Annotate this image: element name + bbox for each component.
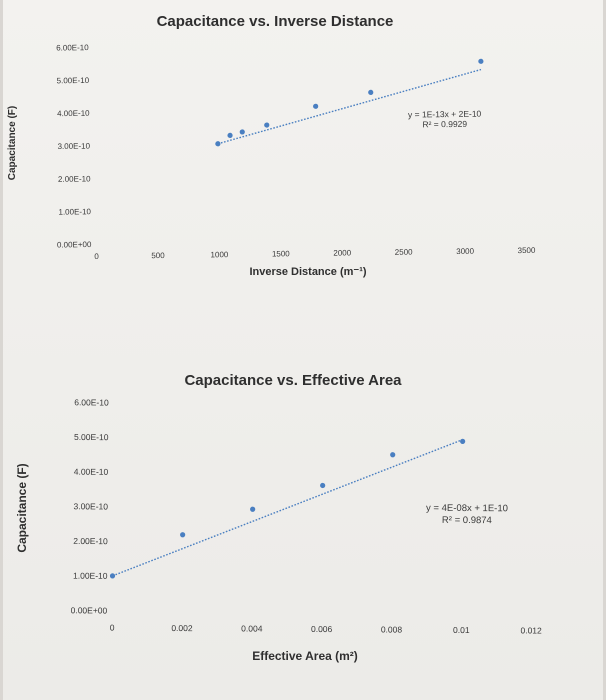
y-tick-label: 4.00E-10	[74, 467, 109, 477]
chart-title: Capacitance vs. Inverse Distance	[157, 13, 394, 30]
x-tick-label: 0.004	[241, 623, 263, 633]
plot-area: 0.00E+00 1.00E-10 2.00E-10 3.00E-10 4.00E-10…	[71, 397, 542, 635]
y-tick-label: 3.00E-10	[73, 501, 108, 511]
y-tick-label: 6.00E-10	[74, 397, 109, 407]
y-tick-label: 0.00E+00	[57, 240, 92, 249]
x-axis-label: Effective Area (m²)	[252, 649, 358, 663]
x-tick-label: 500	[151, 251, 165, 260]
data-point	[215, 141, 221, 147]
chart-title: Capacitance vs. Effective Area	[184, 372, 402, 389]
x-tick-label: 0	[94, 252, 99, 261]
x-tick-label: 0.006	[311, 624, 333, 634]
y-tick-label: 2.00E-10	[73, 536, 108, 546]
y-tick-label: 1.00E-10	[73, 571, 108, 581]
chart-inverse-distance: Capacitance vs. Inverse Distance 0.00E+00…	[7, 13, 536, 278]
trendline-equation: y = 1E-13x + 2E-10	[408, 109, 482, 120]
x-tick-label: 2500	[395, 248, 413, 257]
x-tick-label: 3000	[456, 247, 474, 256]
y-tick-label: 6.00E-10	[56, 43, 89, 52]
trendline	[112, 438, 463, 577]
y-axis-label: Capacitance (F)	[7, 106, 18, 180]
y-tick-label: 5.00E-10	[74, 432, 109, 442]
data-point	[264, 122, 270, 128]
data-point	[478, 58, 484, 64]
data-point	[239, 129, 245, 135]
x-tick-label: 0.012	[520, 625, 542, 635]
paper-sheet	[3, 0, 603, 700]
x-tick-label: 2000	[333, 248, 351, 257]
r-squared-label: R² = 0.9929	[422, 119, 467, 130]
x-axis-label: Inverse Distance (m⁻¹)	[249, 266, 366, 278]
y-tick-label: 1.00E-10	[58, 207, 91, 216]
data-point	[368, 89, 374, 95]
data-point	[180, 532, 186, 538]
x-tick-label: 1500	[272, 249, 290, 258]
x-tick-label: 0	[110, 623, 115, 633]
y-tick-label: 0.00E+00	[71, 605, 108, 615]
x-tick-label: 1000	[210, 250, 228, 259]
y-tick-label: 2.00E-10	[58, 174, 91, 183]
x-tick-label: 3500	[518, 246, 536, 255]
trendline	[217, 68, 482, 145]
plot-area: 0.00E+00 1.00E-10 2.00E-10 3.00E-10 4.00E-10…	[56, 43, 536, 261]
data-point	[227, 132, 233, 139]
data-point	[313, 103, 319, 109]
data-point	[320, 482, 326, 489]
y-tick-label: 5.00E-10	[57, 76, 90, 85]
y-tick-label: 3.00E-10	[58, 142, 91, 151]
chart-effective-area: Capacitance vs. Effective Area 0.00E+00 1.…	[15, 372, 542, 663]
x-tick-label: 0.008	[381, 624, 403, 634]
data-point	[390, 452, 396, 458]
data-point	[460, 438, 466, 444]
x-tick-label: 0.002	[171, 623, 193, 633]
trendline-equation: y = 4E-08x + 1E-10	[426, 503, 508, 515]
x-tick-label: 0.01	[453, 625, 470, 635]
y-tick-label: 4.00E-10	[57, 109, 90, 118]
r-squared-label: R² = 0.9874	[442, 515, 492, 526]
y-axis-label: Capacitance (F)	[15, 463, 29, 552]
data-point	[109, 573, 116, 579]
data-point	[250, 506, 256, 512]
